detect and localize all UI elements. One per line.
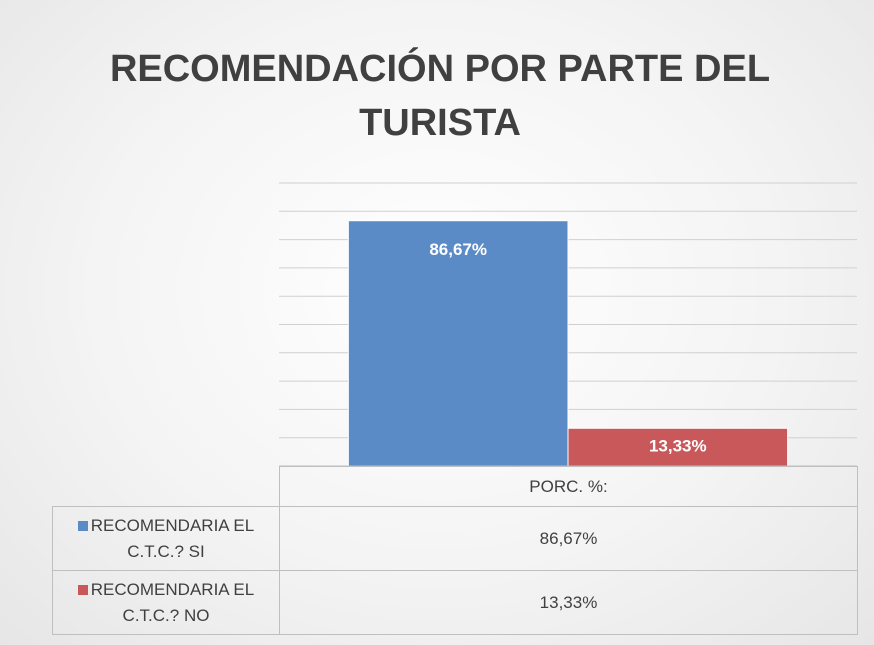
legend-swatch (77, 584, 88, 595)
data-label: 86,67% (429, 240, 487, 259)
data-label: 13,33% (649, 437, 707, 456)
legend-swatch (77, 520, 88, 531)
table-header: PORC. %: (279, 466, 858, 507)
chart-title: RECOMENDACIÓN POR PARTE DEL TURISTA (109, 48, 771, 144)
legend-label: RECOMENDARIA EL C.T.C.? NO (90, 579, 255, 625)
legend-entry: RECOMENDARIA EL C.T.C.? NO (52, 570, 280, 635)
legend-entry: RECOMENDARIA EL C.T.C.? SI (52, 506, 280, 571)
bar (347, 220, 569, 467)
table-value: 86,67% (279, 506, 858, 571)
legend-text: RECOMENDARIA EL C.T.C.? NO (59, 577, 273, 629)
bar (567, 427, 789, 467)
table-value: 13,33% (279, 570, 858, 635)
legend-label: RECOMENDARIA EL C.T.C.? SI (90, 515, 255, 561)
legend-text: RECOMENDARIA EL C.T.C.? SI (59, 513, 273, 565)
